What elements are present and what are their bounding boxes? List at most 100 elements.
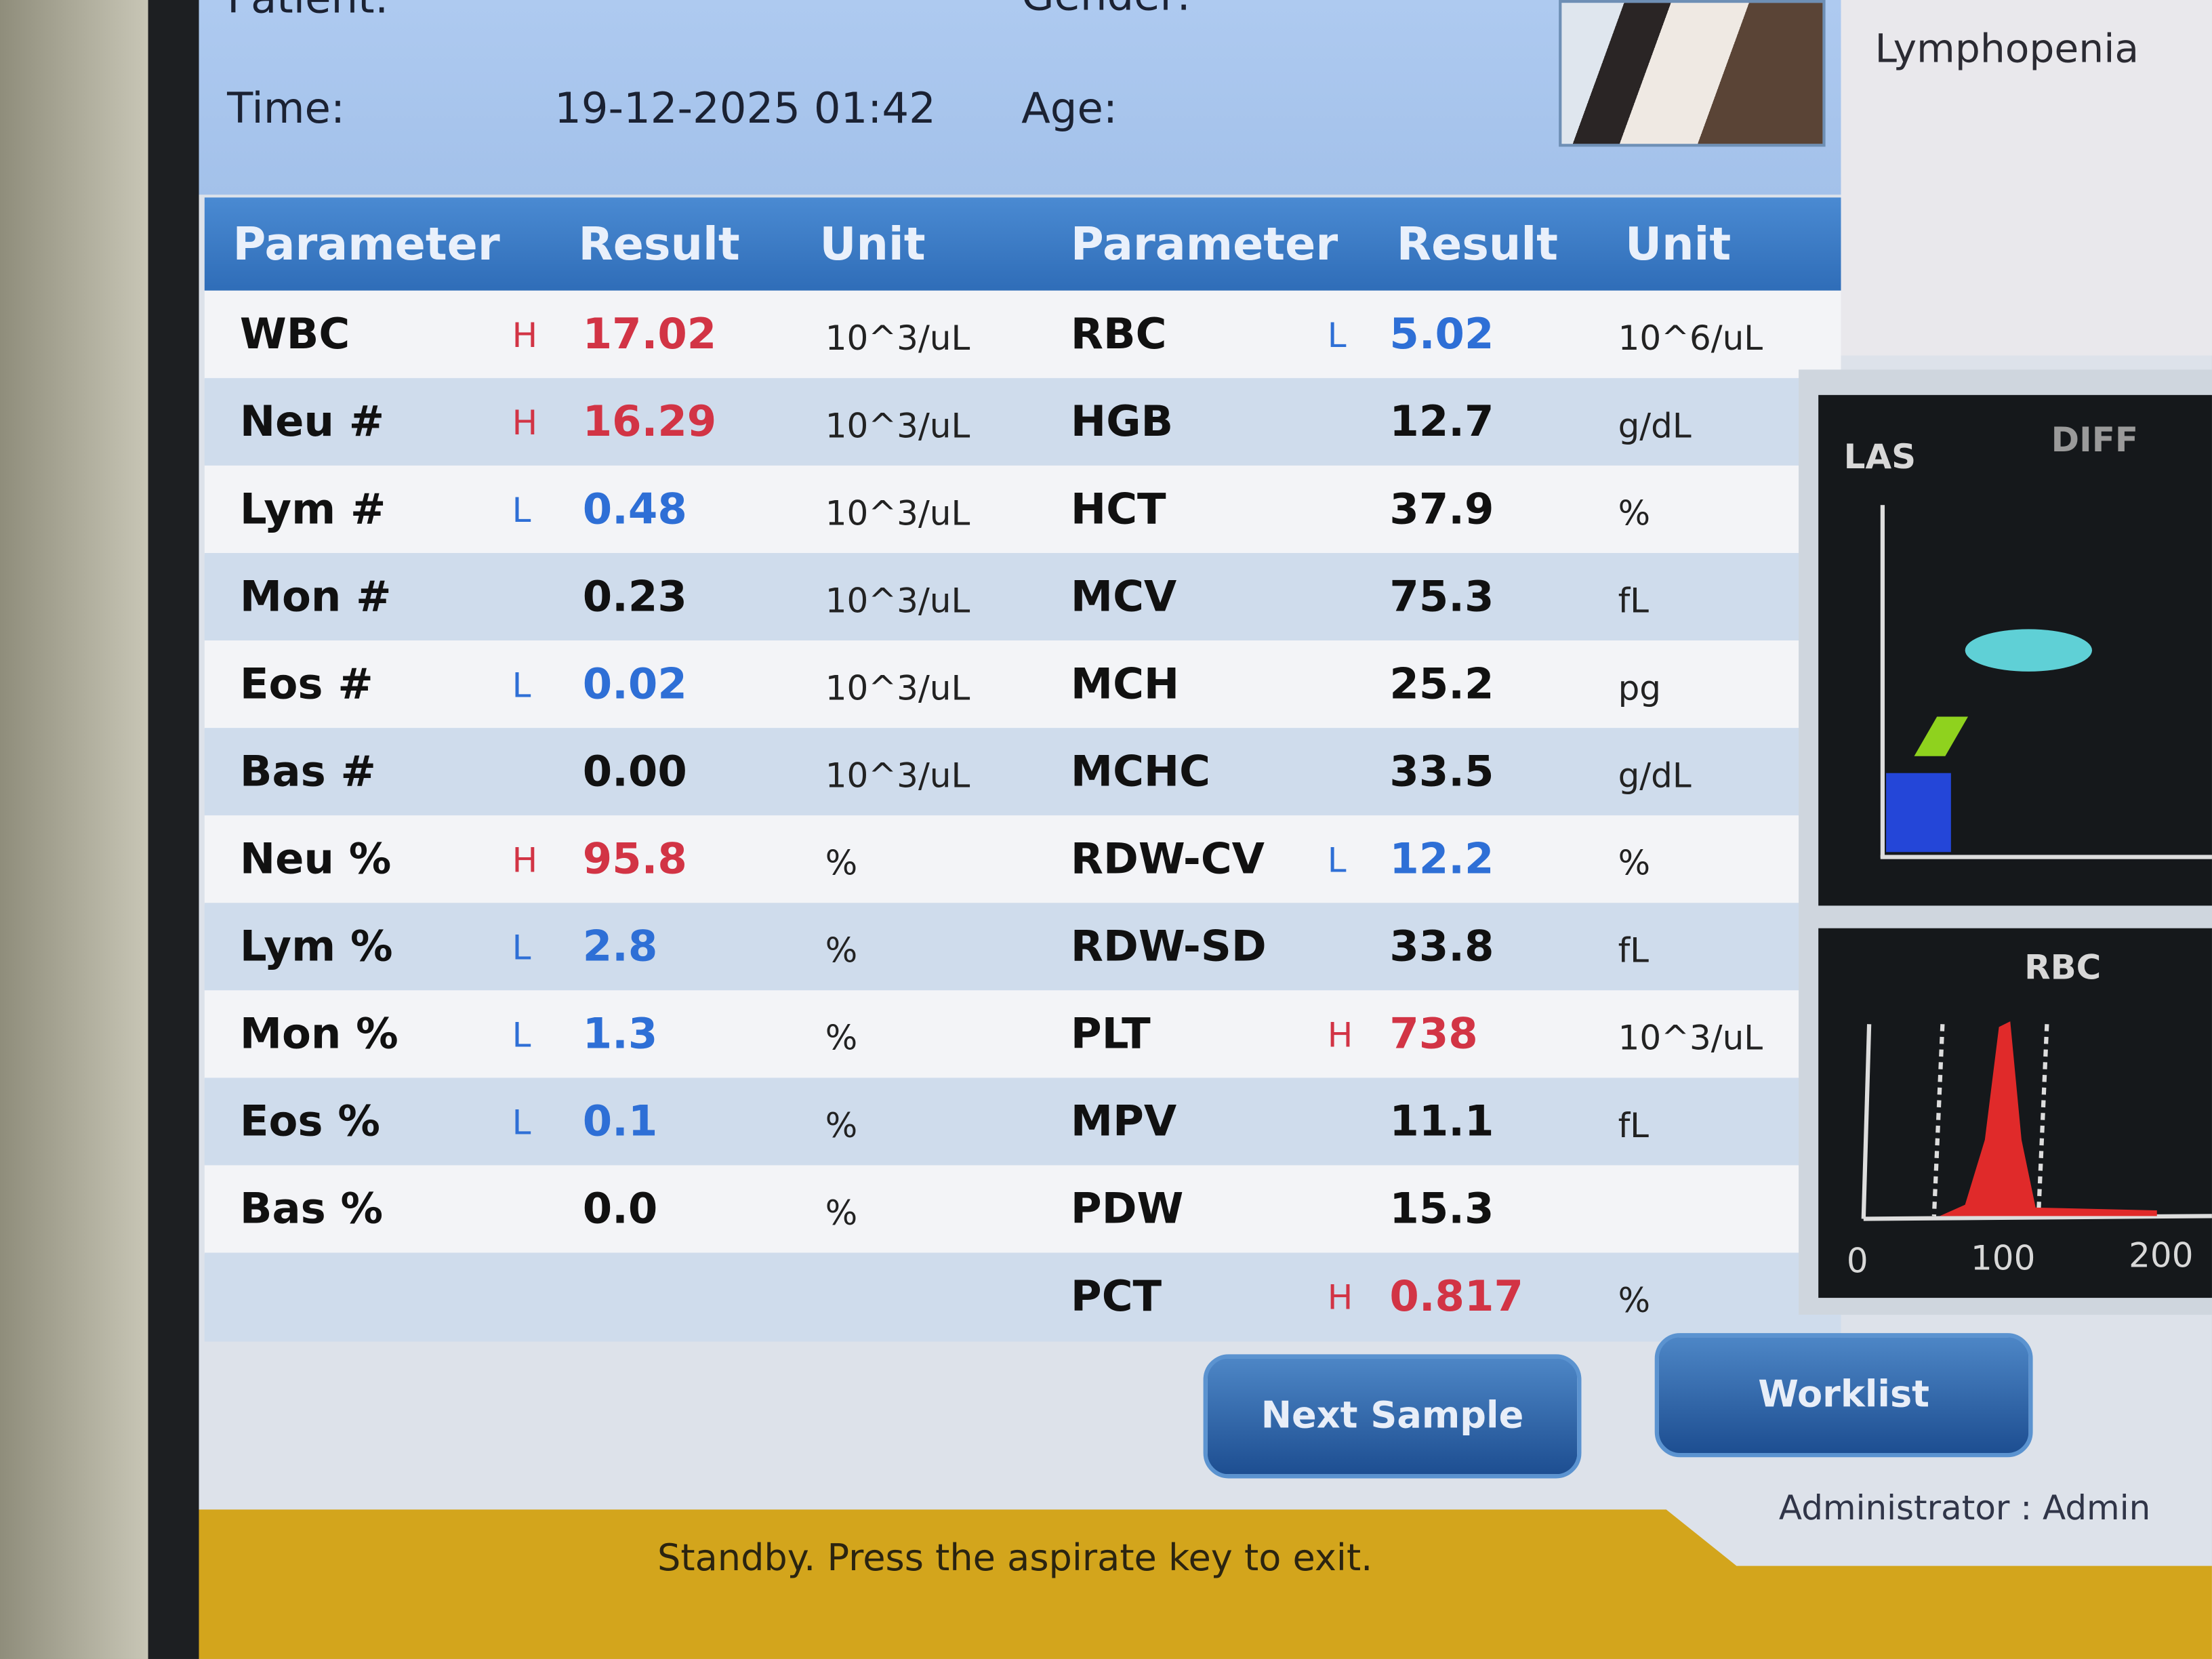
histogram-panel: LAS DIFF RBC 0 100 200 (1799, 369, 2212, 1315)
parameter-name: Lym % (239, 922, 393, 972)
table-row: Mon % L 1.3% PLT H 738 10^3/uL (204, 990, 1841, 1080)
result-flag: L (512, 491, 531, 531)
parameter-name: RDW-SD (1070, 922, 1267, 972)
table-row: Eos % L 0.1% MPV 11.1 fL (204, 1078, 1841, 1167)
table-row: Lym # L 0.48 10^3/uL HCT 37.9% (204, 465, 1841, 555)
result-value: 2.8 (582, 922, 658, 972)
result-value: 0.02 (582, 660, 687, 710)
result-unit: % (1618, 843, 1651, 884)
parameter-name: RBC (1070, 310, 1167, 360)
result-value: 0.0 (582, 1185, 658, 1235)
analyzer-screen: Patient: Gender: Time: 19-12-2025 01:42 … (199, 0, 2212, 1659)
diff-y-label: LAS (1843, 437, 1917, 477)
result-unit: % (1618, 1281, 1651, 1321)
time-label: Time: (227, 84, 346, 134)
rbc-distribution (1940, 1021, 2157, 1216)
rbc-histogram: RBC 0 100 200 (1818, 928, 2212, 1298)
column-header: Parameter (232, 217, 500, 271)
result-value: 12.7 (1389, 398, 1494, 447)
rbc-y-axis (1861, 1024, 1872, 1219)
parameter-name: MCHC (1070, 747, 1211, 798)
parameter-name: HGB (1070, 398, 1174, 447)
result-unit: fL (1618, 930, 1650, 971)
result-value: 17.02 (582, 310, 717, 360)
result-value: 0.817 (1389, 1272, 1523, 1322)
rbc-tick: 100 (1970, 1238, 2036, 1278)
column-header: Result (578, 217, 740, 271)
rbc-upper-discriminator (2036, 1024, 2049, 1216)
result-unit: % (825, 843, 858, 884)
next-sample-button[interactable]: Next Sample (1203, 1354, 1582, 1479)
parameter-name: MCH (1070, 660, 1180, 710)
patient-header: Patient: Gender: Time: 19-12-2025 01:42 … (199, 0, 1843, 195)
parameter-name: Neu % (239, 835, 392, 885)
parameter-name: Eos % (239, 1097, 380, 1147)
table-row: Neu # H 16.29 10^3/uL HGB 12.7 g/dL (204, 377, 1841, 468)
result-flag: L (512, 665, 531, 705)
parameter-name: MCV (1070, 573, 1177, 622)
parameter-name: Lym # (239, 485, 386, 535)
worklist-button[interactable]: Worklist (1654, 1333, 2033, 1458)
result-unit: 10^3/uL (825, 756, 970, 796)
result-value: 33.8 (1389, 922, 1494, 972)
neutrophil-cluster (1965, 629, 2093, 672)
rbc-lower-discriminator (1931, 1024, 1945, 1216)
patient-label: Patient: (227, 0, 389, 24)
result-value: 33.5 (1389, 747, 1494, 798)
result-unit: 10^3/uL (1618, 1018, 1763, 1059)
flag-message: Lymphopenia (1875, 25, 2139, 73)
current-user: Administrator : Admin (1778, 1488, 2151, 1528)
result-flag: H (1327, 1277, 1353, 1318)
result-value: 95.8 (582, 835, 687, 885)
species-dog-icon (1559, 0, 1826, 147)
parameter-name: MPV (1070, 1097, 1177, 1147)
table-row: PCT H 0.817% (204, 1252, 1841, 1342)
result-value: 738 (1389, 1010, 1478, 1060)
result-flag: H (512, 403, 538, 443)
result-unit: 10^3/uL (825, 406, 970, 446)
result-flag: H (512, 840, 538, 880)
parameter-name: RDW-CV (1070, 835, 1265, 885)
result-unit: 10^6/uL (1618, 319, 1763, 359)
result-flag: L (1327, 840, 1347, 880)
lymphocyte-cluster (1914, 716, 1969, 756)
result-unit: pg (1618, 668, 1662, 708)
rbc-tick: 0 (1846, 1241, 1868, 1282)
parameter-name: Bas # (239, 747, 376, 798)
table-row: Eos # L 0.02 10^3/uL MCH 25.2 pg (204, 640, 1841, 730)
result-value: 37.9 (1389, 485, 1494, 535)
rbc-title: RBC (2024, 947, 2102, 988)
result-unit: % (1618, 493, 1651, 533)
table-row: Mon # 0.23 10^3/uL MCV 75.3 fL (204, 552, 1841, 642)
result-unit: 10^3/uL (825, 581, 970, 621)
result-flag: L (512, 1103, 531, 1143)
column-header: Unit (1625, 217, 1732, 271)
parameter-name: Mon % (239, 1010, 398, 1060)
result-value: 0.23 (582, 573, 687, 622)
result-value: 16.29 (582, 398, 717, 447)
table-row: Neu % H 95.8% RDW-CV L 12.2% (204, 815, 1841, 905)
parameter-name: Mon # (239, 573, 392, 622)
result-unit: % (825, 1193, 858, 1233)
result-value: 75.3 (1389, 573, 1494, 622)
parameter-name: HCT (1070, 485, 1166, 535)
result-value: 0.1 (582, 1097, 658, 1147)
result-flag: L (512, 1015, 531, 1056)
result-unit: % (825, 930, 858, 971)
parameter-name: Eos # (239, 660, 373, 710)
table-row: WBC H 17.02 10^3/uL RBC L 5.02 10^6/uL (204, 290, 1841, 380)
table-header: Parameter Result Unit Parameter Result U… (204, 197, 1841, 291)
result-value: 25.2 (1389, 660, 1494, 710)
table-row: Bas % 0.0% PDW 15.3 (204, 1165, 1841, 1254)
result-flag: H (1327, 1015, 1353, 1056)
diff-x-axis (1880, 855, 2212, 859)
result-flag: H (512, 316, 538, 356)
rbc-x-axis (1863, 1214, 2212, 1221)
parameter-name: PDW (1070, 1185, 1184, 1235)
rbc-histogram-plot (1861, 1021, 2212, 1221)
result-unit: % (825, 1018, 858, 1059)
time-value: 19-12-2025 01:42 (554, 84, 936, 134)
result-unit: g/dL (1618, 406, 1692, 446)
flag-panel: Lymphopenia (1841, 0, 2212, 356)
status-message: Standby. Press the aspirate key to exit. (657, 1537, 1373, 1580)
